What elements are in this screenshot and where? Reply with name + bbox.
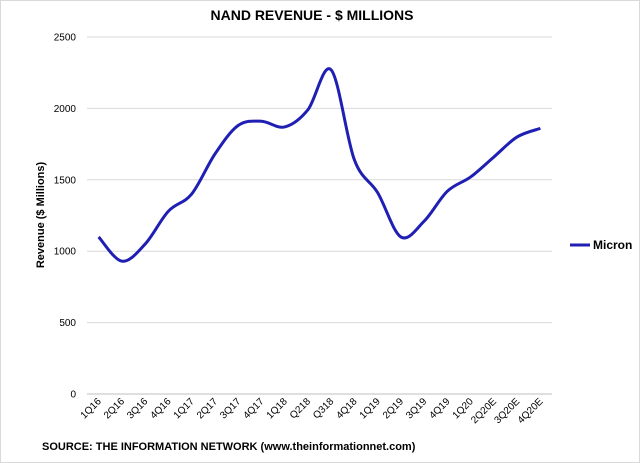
source-note: SOURCE: THE INFORMATION NETWORK (www.the… bbox=[42, 441, 416, 453]
data-point bbox=[260, 120, 263, 123]
series-layer bbox=[97, 67, 542, 263]
data-point bbox=[516, 135, 519, 138]
y-tick-label: 500 bbox=[59, 318, 76, 329]
x-tick-label: 2Q17 bbox=[195, 396, 220, 421]
data-point bbox=[306, 108, 309, 111]
x-tick-label: 3Q16 bbox=[125, 396, 150, 421]
x-tick-label: 1Q19 bbox=[358, 396, 383, 421]
y-tick-label: 2500 bbox=[54, 33, 77, 44]
legend: Micron bbox=[570, 238, 632, 252]
data-point bbox=[167, 210, 170, 213]
data-point bbox=[120, 260, 123, 263]
data-point bbox=[446, 190, 449, 193]
x-tick-label: Q218 bbox=[288, 396, 313, 421]
x-tick-label: 3Q19 bbox=[404, 396, 429, 421]
y-tick-label: 0 bbox=[70, 390, 76, 401]
chart-title: NAND REVENUE - $ MILLIONS bbox=[210, 7, 413, 23]
x-tick-label: 4Q16 bbox=[148, 396, 173, 421]
y-axis-label: Revenue ($ Millions) bbox=[35, 161, 47, 268]
legend-label-micron: Micron bbox=[593, 238, 632, 252]
data-point bbox=[469, 175, 472, 178]
data-point bbox=[190, 193, 193, 196]
x-tick-label: 4Q20E bbox=[516, 396, 546, 426]
x-tick-label: 1Q18 bbox=[265, 396, 290, 421]
x-tick-label: 2Q16 bbox=[102, 396, 127, 421]
data-point bbox=[97, 235, 100, 238]
data-point bbox=[376, 191, 379, 194]
data-point bbox=[353, 158, 356, 161]
x-axis-ticks: 1Q162Q163Q164Q161Q172Q173Q174Q171Q18Q218… bbox=[79, 396, 546, 426]
y-tick-label: 1500 bbox=[54, 175, 77, 186]
data-point bbox=[213, 153, 216, 156]
x-tick-label: Q318 bbox=[311, 396, 336, 421]
data-point bbox=[492, 155, 495, 158]
data-point bbox=[144, 243, 147, 246]
y-tick-label: 2000 bbox=[54, 104, 77, 115]
data-point bbox=[330, 68, 333, 71]
x-tick-label: 1Q17 bbox=[172, 396, 197, 421]
data-point bbox=[283, 125, 286, 128]
data-point bbox=[539, 127, 542, 130]
x-tick-label: 4Q19 bbox=[427, 396, 452, 421]
data-point bbox=[399, 235, 402, 238]
data-point bbox=[423, 220, 426, 223]
x-tick-label: 1Q16 bbox=[79, 396, 104, 421]
y-axis-ticks: 0 500 1000 1500 2000 2500 bbox=[54, 33, 77, 401]
gridlines bbox=[87, 36, 552, 324]
x-tick-label: 2Q19 bbox=[381, 396, 406, 421]
series-line-micron bbox=[97, 67, 541, 263]
x-tick-label: 3Q17 bbox=[218, 396, 243, 421]
y-tick-label: 1000 bbox=[54, 247, 77, 258]
x-tick-label: 4Q18 bbox=[334, 396, 359, 421]
data-point bbox=[237, 124, 240, 127]
x-tick-label: 4Q17 bbox=[241, 396, 266, 421]
